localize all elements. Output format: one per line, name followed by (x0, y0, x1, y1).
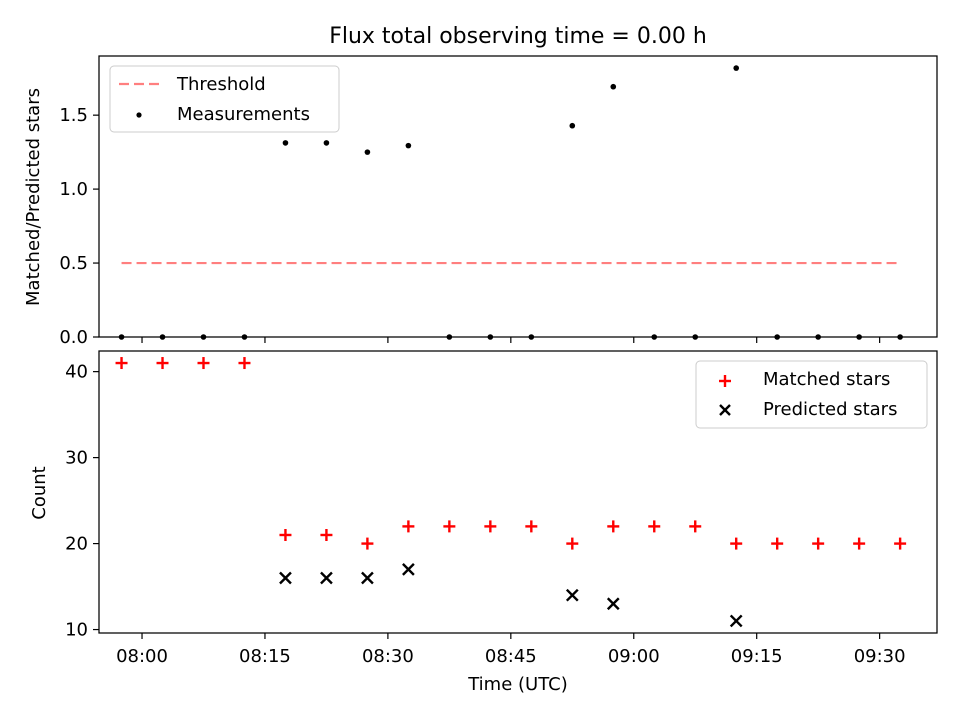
x-tick-label: 09:15 (731, 646, 783, 667)
matched-star-marker (156, 357, 169, 370)
x-axis-label: Time (UTC) (467, 674, 568, 695)
measurement-point (364, 149, 371, 155)
matched-star-marker (238, 357, 251, 370)
y-tick-label: 0.5 (59, 253, 88, 274)
matched-star-marker (566, 537, 579, 550)
bottom-matched-layer (115, 357, 907, 550)
y-tick-label: 20 (65, 534, 88, 555)
predicted-legend-swatch (719, 404, 731, 416)
y-tick-label: 1.0 (59, 179, 88, 200)
predicted-star-marker (565, 588, 579, 602)
x-tick-label: 08:30 (362, 646, 414, 667)
top-xticks (141, 337, 881, 343)
measurement-point (282, 140, 289, 146)
matched-star-marker (812, 537, 825, 550)
x-tick-label: 08:00 (116, 646, 168, 667)
matched-star-marker (648, 520, 661, 533)
matched-star-marker (894, 537, 907, 550)
matched-star-marker (115, 357, 128, 370)
measurement-point (323, 140, 330, 146)
matched-star-marker (853, 537, 866, 550)
matched-star-marker (443, 520, 456, 533)
bottom-xticks: 08:00 08:15 08:30 08:45 09:00 09:15 09:30 (116, 633, 906, 667)
measurement-point (733, 65, 740, 71)
bottom-predicted-layer (279, 563, 743, 628)
threshold-legend-label: Threshold (176, 74, 266, 95)
measurement-point (405, 142, 412, 149)
matched-star-marker (320, 528, 333, 541)
matched-star-marker (484, 520, 497, 533)
predicted-star-marker (729, 614, 743, 628)
predicted-star-marker (606, 597, 620, 611)
bottom-legend: Matched stars Predicted stars (695, 360, 928, 429)
matched-star-marker (771, 537, 784, 550)
y-tick-label: 10 (65, 620, 88, 641)
measurements-legend-swatch (136, 112, 142, 118)
measurement-point (610, 83, 617, 90)
predicted-star-marker (279, 571, 292, 585)
x-tick-label: 09:30 (854, 646, 906, 667)
bottom-y-axis-label: Count (29, 466, 50, 519)
predicted-star-marker (402, 563, 415, 576)
measurements-legend-label: Measurements (177, 104, 310, 125)
matched-star-marker (607, 520, 620, 533)
matched-legend-label: Matched stars (763, 369, 890, 390)
x-tick-label: 09:00 (608, 646, 660, 667)
y-tick-label: 30 (65, 448, 88, 469)
top-axes-frame (98, 55, 938, 338)
top-yticks: 0.0 0.5 1.0 1.5 (59, 105, 99, 348)
matched-star-marker (361, 537, 374, 550)
top-panel: 0.0 0.5 1.0 1.5 Matched/Predicted stars Thr… (23, 55, 938, 348)
matched-star-marker (279, 528, 292, 541)
predicted-star-marker (320, 571, 333, 585)
y-tick-label: 40 (65, 362, 88, 383)
matched-star-marker (730, 537, 743, 550)
measurement-point (569, 122, 576, 129)
top-legend-box (109, 65, 340, 133)
matched-star-marker (197, 357, 210, 370)
x-tick-label: 08:15 (239, 646, 291, 667)
top-y-axis-label: Matched/Predicted stars (23, 88, 44, 306)
matched-star-marker (525, 520, 538, 533)
matched-star-marker (689, 520, 702, 533)
bottom-axes-frame (98, 350, 938, 634)
top-legend: Threshold Measurements (109, 65, 340, 133)
bottom-yticks: 10 20 30 40 (65, 362, 99, 641)
predicted-star-marker (361, 571, 374, 585)
y-tick-label: 0.0 (59, 327, 88, 348)
matched-legend-swatch (719, 375, 731, 387)
matched-star-marker (402, 520, 415, 533)
chart-title: Flux total observing time = 0.00 h (329, 24, 707, 49)
x-tick-label: 08:45 (485, 646, 537, 667)
bottom-legend-box (695, 360, 928, 429)
predicted-legend-label: Predicted stars (763, 399, 897, 420)
y-tick-label: 1.5 (59, 105, 88, 126)
